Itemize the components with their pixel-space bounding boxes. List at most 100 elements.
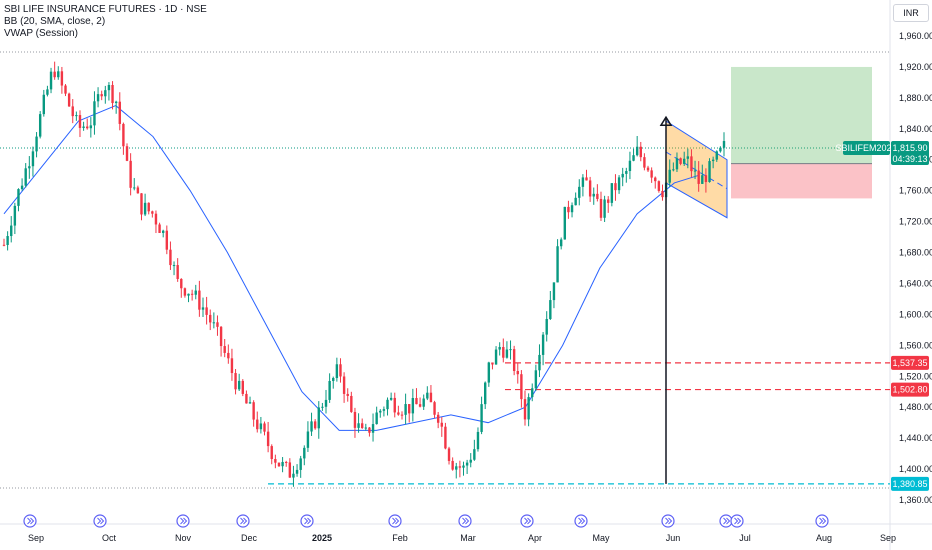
candle-body[interactable] xyxy=(549,300,552,319)
candle-body[interactable] xyxy=(281,461,284,467)
candle-body[interactable] xyxy=(10,225,13,237)
candle-body[interactable] xyxy=(64,85,67,94)
candle-body[interactable] xyxy=(563,206,567,240)
candle-body[interactable] xyxy=(494,349,498,365)
candle-body[interactable] xyxy=(295,469,299,474)
candle-body[interactable] xyxy=(118,101,121,124)
candle-body[interactable] xyxy=(234,373,237,390)
candle-body[interactable] xyxy=(100,94,103,97)
candle-body[interactable] xyxy=(75,115,78,117)
candle-body[interactable] xyxy=(639,146,642,158)
candle-body[interactable] xyxy=(147,202,150,212)
candle-body[interactable] xyxy=(270,446,273,460)
candle-body[interactable] xyxy=(205,307,208,315)
candle-body[interactable] xyxy=(190,293,194,295)
candle-body[interactable] xyxy=(230,358,234,374)
candle-body[interactable] xyxy=(154,213,158,225)
candle-body[interactable] xyxy=(151,211,154,214)
candle-body[interactable] xyxy=(668,169,671,183)
candle-body[interactable] xyxy=(107,84,111,91)
candle-body[interactable] xyxy=(67,93,71,107)
candle-body[interactable] xyxy=(339,364,342,377)
candle-body[interactable] xyxy=(715,151,718,160)
candle-body[interactable] xyxy=(538,354,541,371)
candle-body[interactable] xyxy=(411,398,415,414)
candle-body[interactable] xyxy=(227,352,230,359)
candle-body[interactable] xyxy=(277,462,281,467)
candle-body[interactable] xyxy=(440,422,443,427)
candle-body[interactable] xyxy=(332,378,335,381)
candle-body[interactable] xyxy=(683,158,686,164)
candle-body[interactable] xyxy=(357,423,360,428)
candle-body[interactable] xyxy=(516,371,519,375)
candle-body[interactable] xyxy=(465,462,469,466)
candle-body[interactable] xyxy=(187,293,190,296)
candle-body[interactable] xyxy=(447,448,451,461)
candle-body[interactable] xyxy=(451,460,454,470)
candle-body[interactable] xyxy=(245,393,248,404)
candle-body[interactable] xyxy=(719,147,722,152)
candle-body[interactable] xyxy=(531,388,534,398)
candle-body[interactable] xyxy=(635,146,639,156)
candle-body[interactable] xyxy=(216,322,219,327)
candle-body[interactable] xyxy=(53,71,56,78)
candle-body[interactable] xyxy=(657,181,661,191)
candle-body[interactable] xyxy=(114,101,118,104)
candle-body[interactable] xyxy=(375,412,378,425)
candle-body[interactable] xyxy=(480,404,483,432)
candle-body[interactable] xyxy=(498,347,501,350)
candle-body[interactable] xyxy=(263,423,266,432)
candle-body[interactable] xyxy=(136,187,140,194)
candle-body[interactable] xyxy=(393,397,396,413)
candle-body[interactable] xyxy=(346,393,349,396)
candle-body[interactable] xyxy=(422,398,425,407)
candle-body[interactable] xyxy=(165,230,169,250)
candle-body[interactable] xyxy=(368,427,371,433)
stop-zone[interactable] xyxy=(731,163,872,199)
candle-body[interactable] xyxy=(690,156,693,172)
candle-body[interactable] xyxy=(2,244,6,246)
candle-body[interactable] xyxy=(317,407,320,429)
candle-body[interactable] xyxy=(24,168,27,186)
candle-body[interactable] xyxy=(292,473,295,478)
candle-body[interactable] xyxy=(274,459,277,463)
candle-body[interactable] xyxy=(436,414,440,423)
candle-body[interactable] xyxy=(643,157,646,168)
candle-body[interactable] xyxy=(6,236,9,245)
candle-body[interactable] xyxy=(313,421,317,429)
candle-body[interactable] xyxy=(129,160,132,188)
candle-body[interactable] xyxy=(675,158,679,170)
candle-body[interactable] xyxy=(46,89,49,95)
bull-flag-channel[interactable] xyxy=(665,120,728,219)
candle-body[interactable] xyxy=(183,288,187,296)
candle-body[interactable] xyxy=(299,458,302,470)
candle-body[interactable] xyxy=(328,380,331,400)
candle-body[interactable] xyxy=(473,449,476,460)
candle-body[interactable] xyxy=(306,431,310,448)
candle-body[interactable] xyxy=(78,115,82,128)
candle-body[interactable] xyxy=(418,404,422,407)
candle-body[interactable] xyxy=(502,347,505,358)
candle-body[interactable] xyxy=(433,402,436,415)
candle-body[interactable] xyxy=(198,290,201,310)
candle-body[interactable] xyxy=(661,190,664,198)
candle-body[interactable] xyxy=(219,326,223,347)
candle-body[interactable] xyxy=(335,364,339,379)
candle-body[interactable] xyxy=(201,307,205,310)
candle-body[interactable] xyxy=(212,322,216,324)
candle-body[interactable] xyxy=(520,374,523,400)
candle-body[interactable] xyxy=(527,397,530,420)
candle-body[interactable] xyxy=(585,177,588,181)
candle-body[interactable] xyxy=(241,380,244,394)
candle-body[interactable] xyxy=(111,84,114,104)
candle-body[interactable] xyxy=(93,101,96,126)
candle-body[interactable] xyxy=(444,426,447,449)
candle-body[interactable] xyxy=(324,399,328,407)
candle-body[interactable] xyxy=(310,421,313,432)
candle-body[interactable] xyxy=(20,185,24,190)
candle-body[interactable] xyxy=(194,290,197,295)
vwap-line[interactable] xyxy=(3,105,700,431)
candle-body[interactable] xyxy=(628,160,632,172)
candle-body[interactable] xyxy=(541,334,545,355)
